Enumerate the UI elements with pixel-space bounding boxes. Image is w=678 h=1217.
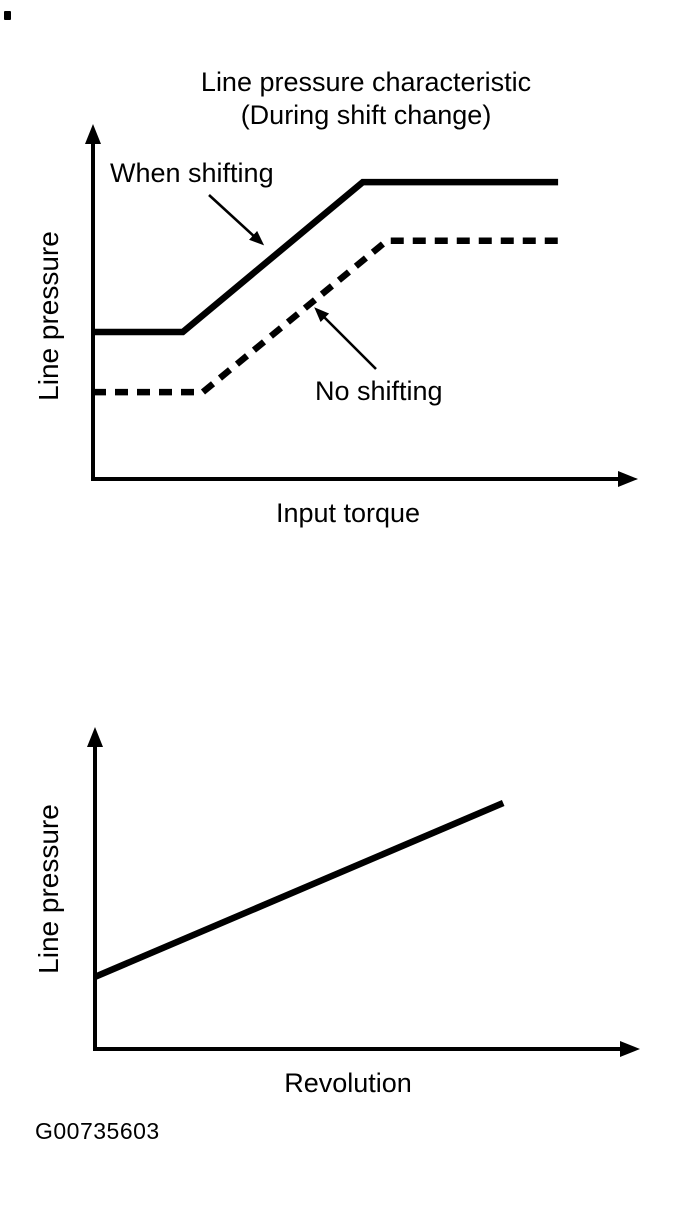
- annotation-no-shifting: No shifting: [315, 376, 443, 406]
- annotation-when-shifting: When shifting: [110, 158, 274, 188]
- torque-chart-series-group: [93, 178, 559, 396]
- figure-code: G00735603: [35, 1118, 160, 1144]
- chart-title: Line pressure characteristic (During shi…: [120, 66, 612, 132]
- series-line-when-shifting: [93, 178, 559, 336]
- revolution-chart-x-axis-label: Revolution: [284, 1068, 412, 1098]
- chart-title-line1: Line pressure characteristic: [200, 67, 532, 97]
- revolution-chart-y-axis-label: Line pressure: [33, 804, 64, 974]
- series-line-line-pressure: [93, 800, 505, 980]
- when-shifting-arrow: [208, 194, 265, 246]
- torque-chart-y-axis-label: Line pressure: [33, 231, 64, 401]
- series-line-no-shifting: [93, 237, 559, 396]
- revolution-chart-series-group: [93, 800, 505, 980]
- torque-chart-x-axis-label: Input torque: [275, 498, 421, 528]
- no-shifting-arrow: [314, 307, 377, 370]
- scan-artifact-speck: [4, 11, 11, 20]
- chart-title-line2: (During shift change): [240, 100, 492, 130]
